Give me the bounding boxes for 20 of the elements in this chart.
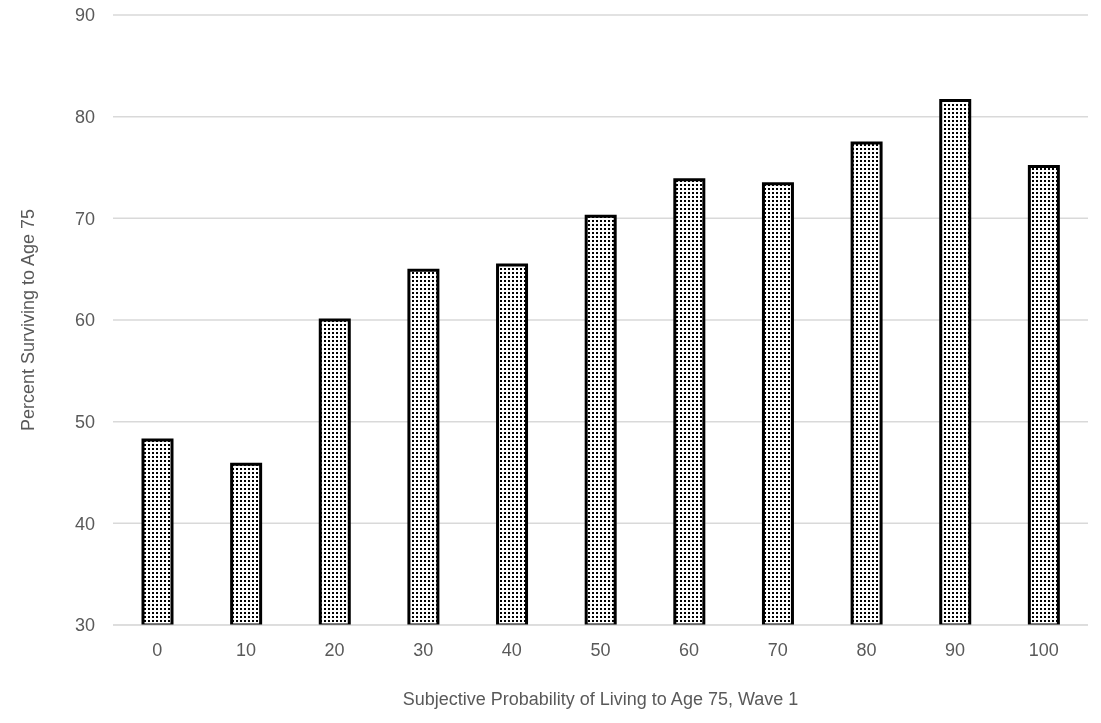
y-tick-label: 90 <box>74 5 95 26</box>
x-tick-label: 80 <box>856 639 877 660</box>
y-tick-label: 80 <box>74 107 95 128</box>
x-tick-label: 50 <box>590 639 611 660</box>
y-tick-label: 40 <box>74 513 95 534</box>
x-tick-label: 0 <box>152 639 163 660</box>
y-tick-label: 70 <box>74 208 95 229</box>
x-tick-label: 60 <box>679 639 700 660</box>
x-tick-label: 40 <box>501 639 522 660</box>
x-tick-label: 10 <box>235 639 256 660</box>
x-axis-title: Subjective Probability of Living to Age 75, Wave 1 <box>402 689 799 709</box>
x-tick-label: 70 <box>767 639 788 660</box>
y-tick-label: 50 <box>74 412 95 433</box>
y-tick-label: 60 <box>74 310 95 331</box>
x-tick-label: 100 <box>1028 639 1059 660</box>
x-tick-label: 20 <box>324 639 345 660</box>
x-tick-label: 30 <box>413 639 434 660</box>
x-tick-label: 90 <box>945 639 966 660</box>
y-tick-label: 30 <box>74 615 95 636</box>
y-axis-title: Percent Surviving to Age 75 <box>18 208 39 432</box>
